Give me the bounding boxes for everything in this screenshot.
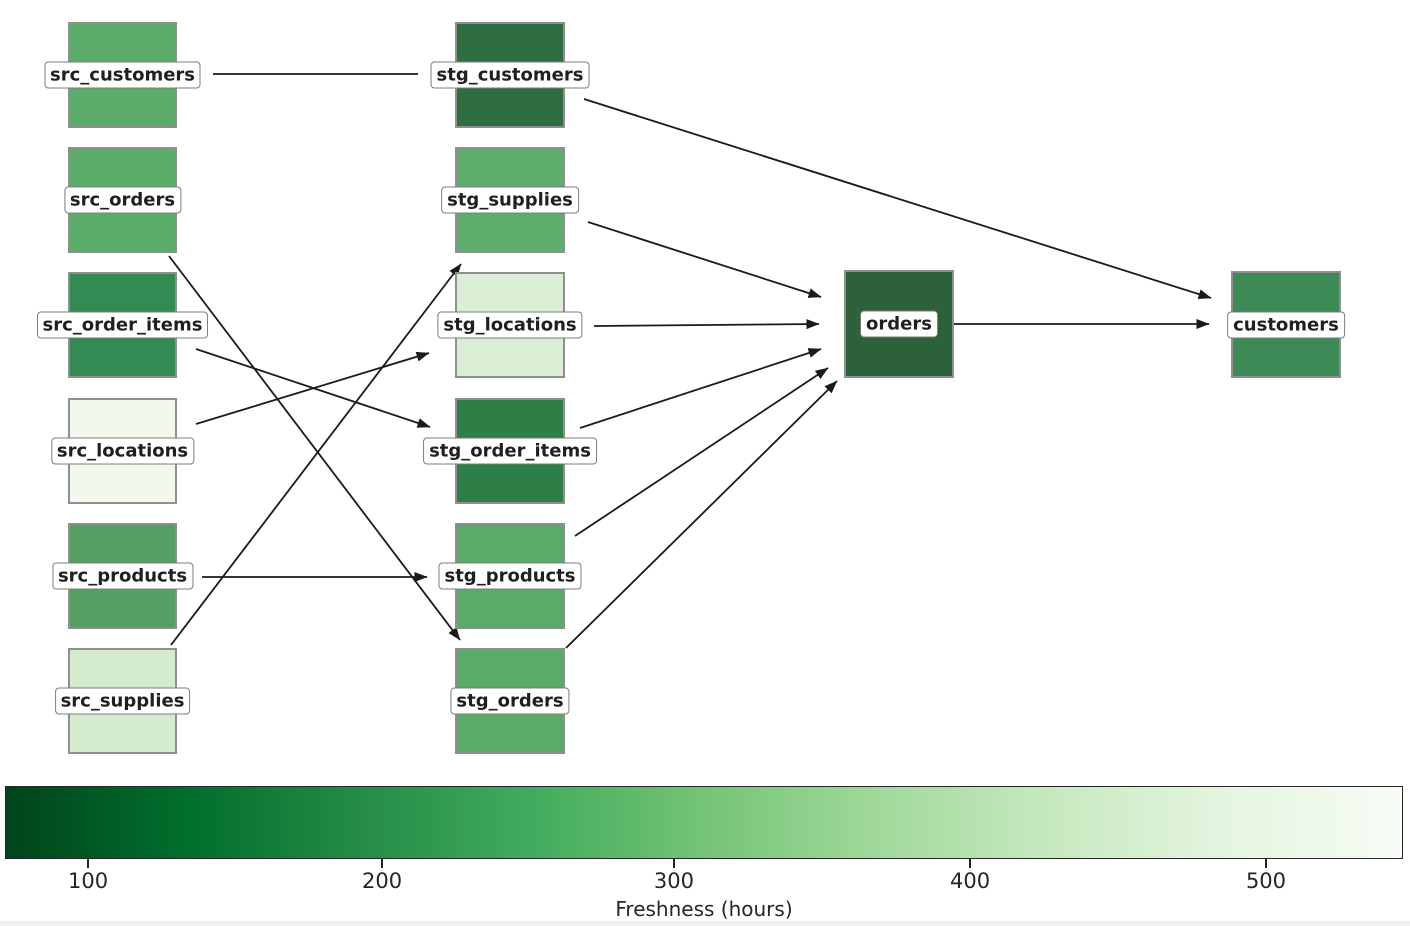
colorbar-tick-mark-400 xyxy=(969,859,972,868)
node-label-orders: orders xyxy=(860,310,938,338)
colorbar-gradient xyxy=(5,786,1403,859)
edge-stg_locations-to-orders xyxy=(593,319,820,330)
edge-stg_products-to-orders xyxy=(574,367,829,537)
node-label-src_customers: src_customers xyxy=(44,61,201,89)
colorbar-tick-label-100: 100 xyxy=(67,869,109,893)
edge-stg_supplies-to-orders xyxy=(587,221,822,298)
colorbar-tick-mark-100 xyxy=(87,859,90,868)
node-label-stg_products: stg_products xyxy=(438,562,582,590)
edge-src_orders-to-stg_orders xyxy=(168,255,461,641)
colorbar-tick-mark-200 xyxy=(381,859,384,868)
node-label-src_locations: src_locations xyxy=(50,437,195,465)
node-label-stg_supplies: stg_supplies xyxy=(441,186,579,214)
figure-bottom-edge xyxy=(0,921,1410,926)
node-label-stg_customers: stg_customers xyxy=(430,61,590,89)
edge-stg_orders-to-orders xyxy=(565,380,838,649)
node-label-src_products: src_products xyxy=(51,562,194,590)
edge-src_locations-to-stg_locations xyxy=(195,351,430,425)
colorbar-tick-mark-500 xyxy=(1264,859,1267,868)
colorbar-tick-label-500: 500 xyxy=(1245,869,1287,893)
edge-src_supplies-to-stg_supplies xyxy=(170,263,462,646)
colorbar-tick-label-200: 200 xyxy=(361,869,403,893)
edge-stg_order_items-to-orders xyxy=(579,348,822,429)
colorbar-title: Freshness (hours) xyxy=(615,897,793,921)
node-label-src_orders: src_orders xyxy=(63,186,182,214)
node-label-stg_order_items: stg_order_items xyxy=(423,437,597,465)
colorbar-tick-label-300: 300 xyxy=(653,869,694,893)
node-label-stg_locations: stg_locations xyxy=(437,311,583,339)
node-label-src_order_items: src_order_items xyxy=(36,311,209,339)
colorbar-tick-label-400: 400 xyxy=(949,869,991,893)
node-label-customers: customers xyxy=(1227,311,1345,338)
colorbar-tick-mark-300 xyxy=(672,859,675,868)
node-label-stg_orders: stg_orders xyxy=(450,687,570,715)
node-label-src_supplies: src_supplies xyxy=(54,687,191,715)
edge-stg_customers-to-customers xyxy=(583,98,1212,299)
